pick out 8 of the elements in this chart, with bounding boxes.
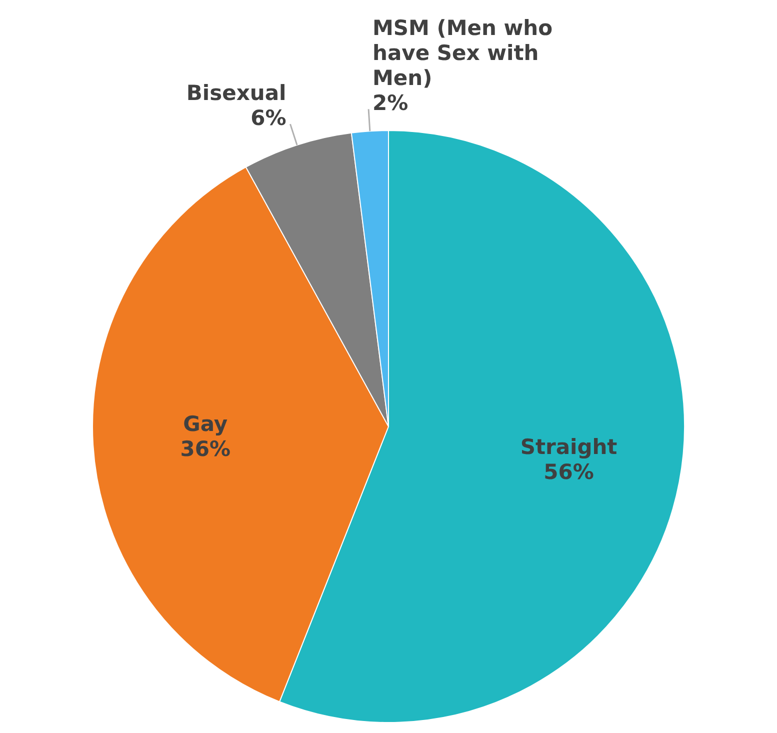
slice-label: Gay bbox=[183, 412, 228, 436]
data-label: 36% bbox=[180, 436, 230, 461]
slice-label: Bisexual bbox=[186, 81, 286, 106]
slice-label: Straight bbox=[520, 434, 618, 459]
slice-label: MSM (Men who have Sex with Men) bbox=[372, 16, 553, 90]
data-label: 6% bbox=[250, 106, 286, 130]
data-label: 56% bbox=[544, 460, 594, 484]
data-label: 2% bbox=[372, 91, 408, 116]
